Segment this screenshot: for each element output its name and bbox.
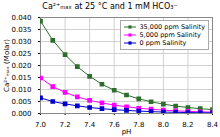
svg-text:8.0: 8.0: [158, 121, 169, 129]
svg-text:7.4: 7.4: [84, 121, 96, 129]
svg-text:Ca²⁺ₘₐₓ (Molar): Ca²⁺ₘₐₓ (Molar): [3, 39, 11, 92]
svg-text:0.005: 0.005: [11, 98, 31, 106]
svg-text:0.035: 0.035: [11, 26, 31, 34]
svg-text:0.000: 0.000: [11, 110, 31, 118]
html-text:35,000 ppm Salinity: 35,000 ppm Salinity: [139, 23, 205, 31]
svg-text:0.015: 0.015: [11, 74, 31, 82]
svg-text:7.2: 7.2: [60, 121, 71, 129]
svg-text:0.030: 0.030: [11, 38, 31, 46]
svg-text:0.040: 0.040: [11, 14, 31, 22]
svg-text:pH: pH: [122, 128, 132, 136]
svg-text:7.0: 7.0: [35, 121, 46, 129]
html-text:5,000 ppm Salinity: 5,000 ppm Salinity: [139, 31, 201, 39]
svg-text:0.010: 0.010: [11, 86, 31, 94]
svg-text:0.025: 0.025: [11, 50, 31, 58]
svg-text:7.6: 7.6: [109, 121, 121, 129]
html-text:Ca²⁺ₘₐₓ at 25 °C and 1 mM HCO₃: Ca²⁺ₘₐₓ at 25 °C and 1 mM HCO₃⁻: [42, 2, 178, 11]
svg-text:8.4: 8.4: [207, 121, 219, 129]
svg-text:8.2: 8.2: [182, 121, 193, 129]
svg-text:7.8: 7.8: [133, 121, 144, 129]
svg-text:0.020: 0.020: [11, 62, 31, 70]
html-text:0 ppm Salinity: 0 ppm Salinity: [139, 39, 187, 47]
